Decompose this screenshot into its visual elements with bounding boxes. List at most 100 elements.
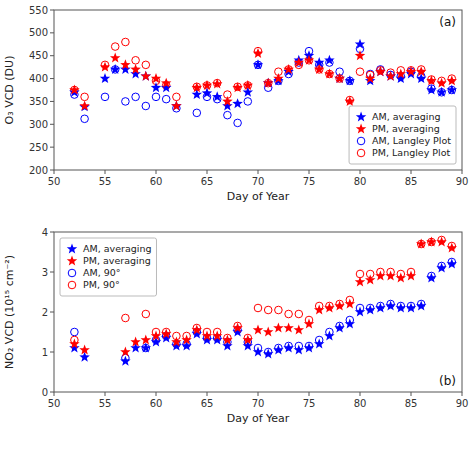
data-area bbox=[69, 38, 457, 127]
point bbox=[283, 343, 293, 353]
point bbox=[365, 73, 375, 83]
point bbox=[173, 93, 181, 101]
point bbox=[79, 101, 89, 111]
point bbox=[324, 55, 334, 65]
y-tick-label: 550 bbox=[29, 5, 48, 16]
y-tick-label: 4 bbox=[42, 227, 48, 238]
point bbox=[273, 323, 283, 333]
point bbox=[263, 78, 273, 88]
point bbox=[345, 96, 355, 106]
y-tick-label: 1 bbox=[42, 347, 48, 358]
legend-label: PM, averaging bbox=[83, 255, 151, 266]
series bbox=[69, 39, 457, 112]
point bbox=[81, 115, 89, 123]
point bbox=[273, 73, 283, 83]
point bbox=[120, 347, 130, 357]
point bbox=[334, 301, 344, 311]
point bbox=[130, 64, 140, 74]
point bbox=[202, 331, 212, 341]
point bbox=[436, 237, 446, 247]
y-tick bbox=[50, 170, 54, 171]
panel-title: (b) bbox=[439, 374, 456, 388]
legend-label: AM, averaging bbox=[83, 243, 151, 254]
x-tick bbox=[207, 392, 208, 396]
point bbox=[365, 305, 375, 315]
point bbox=[294, 345, 304, 355]
y-tick bbox=[50, 312, 54, 313]
point bbox=[426, 273, 436, 283]
point bbox=[406, 303, 416, 313]
point bbox=[232, 82, 242, 92]
point bbox=[254, 304, 262, 312]
y-tick-label: 300 bbox=[29, 119, 48, 130]
y-tick-label: 500 bbox=[29, 27, 48, 38]
point bbox=[161, 78, 171, 88]
legend-marker bbox=[357, 149, 365, 157]
point bbox=[263, 78, 273, 88]
point bbox=[130, 337, 140, 347]
legend-box bbox=[349, 106, 456, 164]
point bbox=[355, 50, 365, 60]
panel: 5055606570758085902002503003504004505005… bbox=[3, 5, 468, 204]
y-tick bbox=[50, 352, 54, 353]
x-axis-label: Day of Year bbox=[227, 190, 290, 203]
point bbox=[436, 87, 446, 97]
point bbox=[120, 356, 130, 366]
legend-marker bbox=[356, 112, 366, 122]
point bbox=[375, 66, 385, 76]
y-tick-label: 2 bbox=[42, 307, 48, 318]
x-tick-label: 60 bbox=[150, 176, 163, 187]
series bbox=[71, 38, 456, 104]
legend-marker bbox=[67, 244, 77, 254]
point bbox=[416, 239, 426, 249]
point bbox=[447, 85, 457, 95]
point bbox=[263, 349, 273, 359]
y-tick bbox=[50, 55, 54, 56]
x-tick bbox=[156, 170, 157, 174]
point bbox=[141, 343, 151, 353]
point bbox=[100, 73, 110, 83]
point bbox=[385, 71, 395, 81]
point bbox=[71, 328, 79, 336]
point bbox=[122, 38, 130, 46]
point bbox=[426, 237, 436, 247]
point bbox=[142, 310, 150, 318]
point bbox=[355, 277, 365, 287]
y-tick bbox=[50, 272, 54, 273]
y-tick-label: 3 bbox=[42, 267, 48, 278]
point bbox=[244, 98, 252, 106]
x-tick-label: 75 bbox=[303, 398, 316, 409]
point bbox=[152, 93, 160, 101]
point bbox=[110, 64, 120, 74]
point bbox=[275, 306, 283, 314]
legend-marker bbox=[356, 124, 366, 134]
point bbox=[212, 331, 222, 341]
point bbox=[264, 306, 272, 314]
y-tick bbox=[50, 78, 54, 79]
point bbox=[171, 101, 181, 111]
y-tick-label: 450 bbox=[29, 50, 48, 61]
point bbox=[232, 323, 242, 333]
x-tick-label: 90 bbox=[456, 398, 469, 409]
point bbox=[426, 85, 436, 95]
x-tick bbox=[309, 392, 310, 396]
point bbox=[79, 345, 89, 355]
point bbox=[151, 331, 161, 341]
point bbox=[355, 307, 365, 317]
point bbox=[141, 71, 151, 81]
point bbox=[375, 303, 385, 313]
y-tick-label: 400 bbox=[29, 73, 48, 84]
x-tick-label: 90 bbox=[456, 176, 469, 187]
point bbox=[283, 64, 293, 74]
x-tick bbox=[411, 170, 412, 174]
y-tick bbox=[50, 124, 54, 125]
point bbox=[385, 301, 395, 311]
x-tick bbox=[54, 392, 55, 396]
point bbox=[222, 335, 232, 345]
legend-marker bbox=[67, 256, 77, 266]
point bbox=[224, 111, 232, 119]
point bbox=[253, 347, 263, 357]
point bbox=[132, 93, 140, 101]
plot-frame bbox=[54, 232, 462, 392]
point bbox=[375, 66, 385, 76]
